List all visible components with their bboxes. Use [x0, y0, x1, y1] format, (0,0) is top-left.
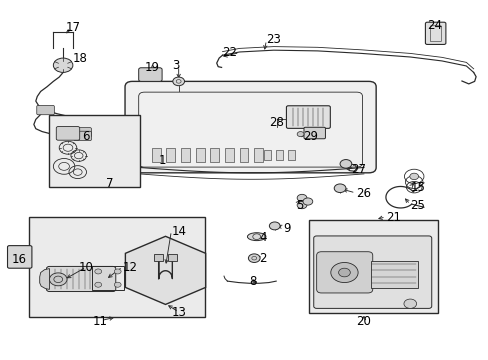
- Text: 26: 26: [355, 187, 370, 200]
- Bar: [154, 254, 163, 261]
- Bar: [210, 148, 219, 162]
- Circle shape: [248, 254, 260, 262]
- Circle shape: [338, 268, 349, 277]
- FancyBboxPatch shape: [304, 127, 325, 139]
- Bar: [195, 148, 204, 162]
- FancyBboxPatch shape: [139, 68, 162, 81]
- FancyBboxPatch shape: [425, 22, 445, 44]
- Bar: [152, 148, 160, 162]
- Text: 22: 22: [222, 46, 237, 59]
- Circle shape: [297, 132, 304, 136]
- FancyBboxPatch shape: [46, 266, 116, 292]
- Circle shape: [172, 77, 184, 86]
- FancyBboxPatch shape: [56, 127, 80, 140]
- Bar: [181, 148, 189, 162]
- Text: 14: 14: [171, 225, 186, 238]
- Circle shape: [95, 282, 102, 287]
- Text: 1: 1: [159, 154, 166, 167]
- Circle shape: [403, 299, 416, 309]
- Text: 24: 24: [427, 19, 441, 32]
- Text: 23: 23: [266, 33, 281, 46]
- Text: 2: 2: [259, 252, 266, 265]
- Circle shape: [303, 198, 312, 205]
- FancyBboxPatch shape: [286, 106, 330, 129]
- Bar: [308, 220, 437, 313]
- Circle shape: [297, 202, 306, 209]
- Text: 9: 9: [283, 222, 290, 235]
- Circle shape: [269, 222, 280, 230]
- Bar: [224, 148, 233, 162]
- Bar: [288, 149, 295, 160]
- Text: 4: 4: [259, 231, 266, 244]
- Text: 29: 29: [303, 130, 317, 144]
- Circle shape: [330, 262, 357, 283]
- FancyBboxPatch shape: [74, 128, 91, 137]
- Text: 3: 3: [172, 59, 180, 72]
- FancyBboxPatch shape: [316, 252, 372, 293]
- FancyBboxPatch shape: [7, 246, 32, 268]
- Bar: [254, 148, 263, 162]
- Text: 21: 21: [385, 211, 400, 224]
- Text: 10: 10: [79, 261, 93, 274]
- Text: 28: 28: [268, 116, 283, 129]
- Text: 17: 17: [65, 21, 80, 34]
- Text: 18: 18: [73, 51, 87, 64]
- Text: 5: 5: [295, 199, 303, 212]
- Bar: [92, 266, 124, 291]
- Bar: [239, 148, 248, 162]
- Polygon shape: [40, 269, 49, 289]
- Text: 27: 27: [350, 163, 365, 176]
- Bar: [276, 149, 283, 160]
- Ellipse shape: [247, 233, 265, 240]
- Circle shape: [49, 273, 67, 286]
- Circle shape: [114, 282, 121, 287]
- Bar: [49, 116, 140, 187]
- Text: 6: 6: [82, 130, 90, 144]
- Bar: [166, 148, 175, 162]
- Circle shape: [333, 184, 345, 193]
- Text: 19: 19: [144, 60, 159, 73]
- FancyBboxPatch shape: [125, 81, 375, 173]
- Text: 20: 20: [356, 315, 371, 328]
- Circle shape: [339, 159, 351, 168]
- Circle shape: [95, 269, 102, 274]
- Text: 16: 16: [12, 253, 27, 266]
- Text: 8: 8: [249, 275, 256, 288]
- Text: 11: 11: [93, 315, 108, 328]
- FancyBboxPatch shape: [37, 105, 54, 115]
- Text: 25: 25: [409, 199, 424, 212]
- Circle shape: [297, 194, 306, 202]
- Bar: [167, 254, 176, 261]
- FancyBboxPatch shape: [74, 131, 91, 140]
- Polygon shape: [125, 236, 205, 305]
- Text: 7: 7: [105, 177, 113, 190]
- Bar: [29, 217, 204, 317]
- Bar: [264, 149, 270, 160]
- Circle shape: [53, 58, 73, 72]
- Text: 13: 13: [171, 306, 186, 319]
- Circle shape: [409, 173, 418, 180]
- FancyBboxPatch shape: [313, 236, 431, 309]
- Text: 15: 15: [409, 181, 424, 194]
- Bar: [370, 261, 417, 288]
- Circle shape: [114, 269, 121, 274]
- Text: 12: 12: [122, 261, 137, 274]
